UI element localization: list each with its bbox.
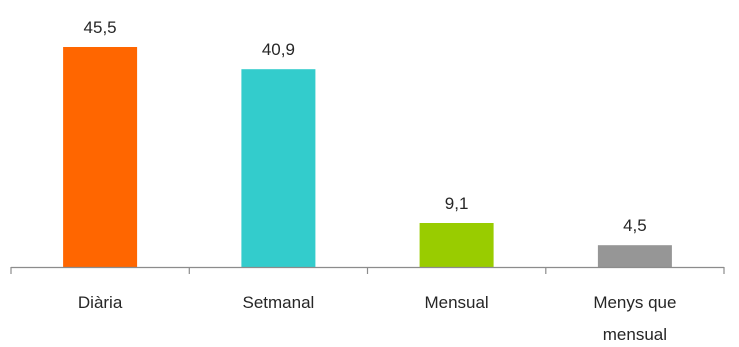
bar-value-label-1: 40,9 bbox=[262, 40, 295, 59]
category-label-3-line-0: Menys que bbox=[593, 293, 676, 312]
bars-group bbox=[63, 47, 672, 267]
category-labels-group: Diària Setmanal Mensual Menys que mensual bbox=[78, 293, 677, 344]
x-axis bbox=[10, 266, 725, 274]
category-label-1: Setmanal bbox=[242, 293, 314, 312]
bar-value-label-3: 4,5 bbox=[623, 216, 647, 235]
bar-1 bbox=[241, 69, 316, 267]
value-labels-group: 45,5 40,9 9,1 4,5 bbox=[84, 18, 647, 235]
bar-2 bbox=[419, 223, 494, 267]
category-label-3-line-1: mensual bbox=[603, 325, 667, 344]
bar-0 bbox=[63, 47, 138, 267]
bar-value-label-2: 9,1 bbox=[445, 194, 469, 213]
bar-3 bbox=[597, 245, 672, 267]
bar-value-label-0: 45,5 bbox=[84, 18, 117, 37]
category-label-0: Diària bbox=[78, 293, 123, 312]
category-label-2: Mensual bbox=[424, 293, 488, 312]
